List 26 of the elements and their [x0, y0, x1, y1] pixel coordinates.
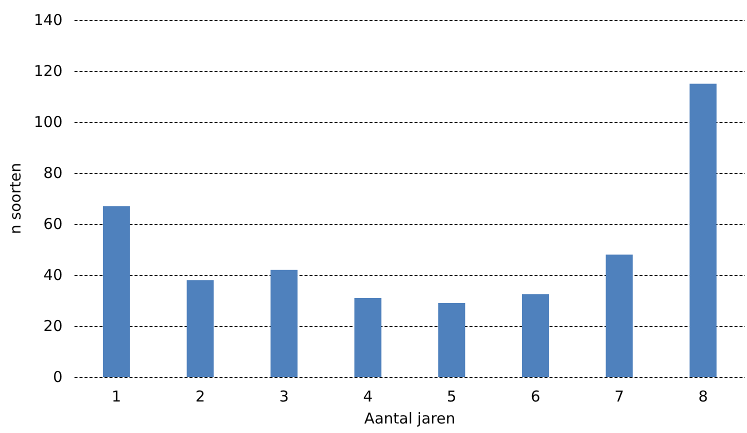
y-tick-label: 40 — [43, 266, 63, 284]
bar — [354, 298, 382, 377]
x-axis-title: Aantal jaren — [364, 410, 456, 428]
y-tick-label: 0 — [52, 368, 63, 386]
y-tick-label: 80 — [43, 164, 63, 182]
y-axis-title: n soorten — [6, 162, 24, 234]
y-tick-label: 20 — [43, 317, 63, 335]
x-tick-label: 2 — [195, 388, 206, 406]
x-tick-label: 1 — [112, 388, 122, 406]
x-tick-label: 5 — [446, 388, 456, 406]
x-tick-label: 4 — [363, 388, 373, 406]
x-tick-label: 3 — [279, 388, 289, 406]
x-tick-label: 6 — [530, 388, 540, 406]
bar — [102, 206, 130, 377]
y-tick-label: 60 — [43, 215, 63, 233]
bar — [186, 280, 214, 377]
bar — [438, 303, 466, 377]
bar — [690, 84, 717, 377]
y-tick-label: 140 — [34, 11, 63, 29]
bar — [522, 294, 549, 377]
bar — [606, 254, 633, 377]
x-tick-label: 8 — [698, 388, 708, 406]
bar — [270, 270, 298, 377]
x-tick-label: 7 — [614, 388, 624, 406]
y-tick-label: 100 — [34, 113, 63, 131]
y-tick-label: 120 — [34, 62, 63, 80]
